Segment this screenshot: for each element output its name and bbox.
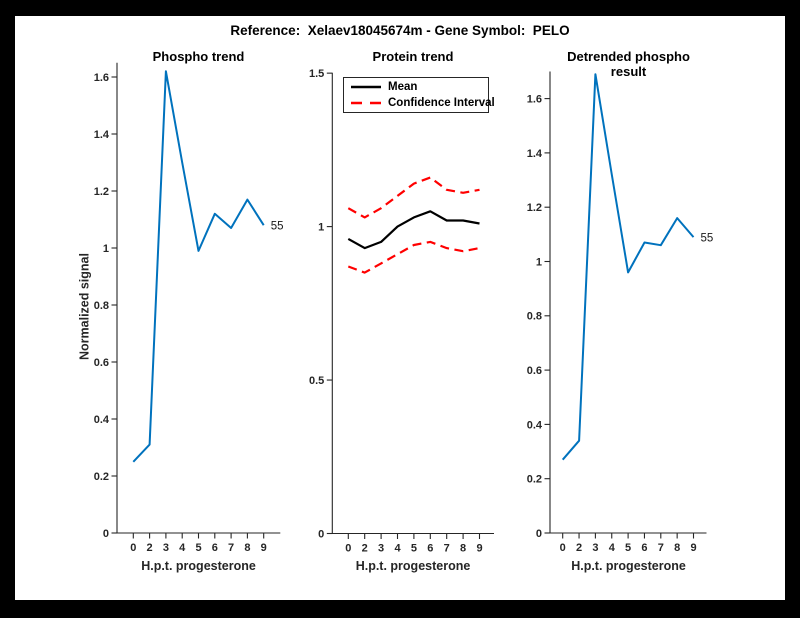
plots-layer: 00.20.40.60.811.21.41.60 2 3 4 5 6 7 8 95500.511… (94, 62, 714, 555)
y-tick-label: 0.5 (309, 375, 324, 387)
x-tick-label: 9 (476, 543, 482, 555)
x-tick-label: 2 (147, 542, 153, 554)
subplot2-title: Protein trend (372, 49, 454, 64)
y-tick-label: 0.4 (94, 414, 110, 426)
axis-lines (549, 71, 707, 534)
y-tick-label: 0.6 (94, 357, 109, 369)
x-tick-label: 7 (658, 542, 664, 554)
x-tick-label: 0 (560, 542, 566, 554)
y-tick-label: 1.2 (94, 186, 109, 198)
x-tick-label: 4 (179, 542, 186, 554)
subplot-3-axes: 00.20.40.60.811.21.41.60 2 3 4 5 6 7 8 955 (527, 71, 714, 554)
x-tick-label: 7 (444, 543, 450, 555)
x-tick-label: 0 (345, 543, 351, 555)
y-tick-label: 0.8 (94, 300, 109, 312)
y-tick-label: 1 (318, 222, 324, 234)
y-tick-label: 0 (318, 528, 324, 540)
y-tick-label: 0.2 (527, 474, 542, 486)
x-tick-label: 2 (362, 543, 368, 555)
axis-lines (116, 62, 281, 534)
y-tick-label: 1.2 (527, 202, 542, 214)
y-tick-label: 0.8 (527, 311, 542, 323)
y-tick-label: 1.6 (94, 72, 109, 84)
x-tick-label: 6 (427, 543, 433, 555)
x-tick-label: 4 (394, 543, 401, 555)
legend-line-sample-dashed (351, 101, 381, 105)
x-tick-label: 7 (228, 542, 234, 554)
x-tick-label: 3 (592, 542, 598, 554)
x-tick-label: 2 (576, 542, 582, 554)
subplot1-x-axis-label: H.p.t. progesterone (141, 559, 256, 573)
subplot1-title: Phospho trend (152, 49, 245, 64)
y-tick-label: 1.4 (94, 129, 110, 141)
x-tick-label: 9 (690, 542, 696, 554)
subplot-1-axes: 00.20.40.60.811.21.41.60 2 3 4 5 6 7 8 955 (94, 62, 284, 554)
legend-line-sample-solid (351, 85, 381, 89)
x-tick-label: 0 (130, 542, 136, 554)
x-tick-label: 9 (261, 542, 267, 554)
axis-lines (331, 72, 494, 535)
x-tick-label: 5 (625, 542, 631, 554)
x-tick-label: 6 (641, 542, 647, 554)
y-tick-label: 0 (536, 528, 542, 540)
y-tick-label: 0.2 (94, 471, 109, 483)
y-tick-label: 1.4 (527, 148, 543, 160)
series-line-confidence-interval-upper (347, 176, 480, 219)
end-value-label: 55 (701, 232, 714, 244)
subplot3-title: Detrended phospho result (567, 49, 690, 79)
legend: Mean Confidence Interval (343, 77, 495, 113)
legend-label-mean: Mean (388, 81, 418, 93)
x-tick-label: 8 (244, 542, 250, 554)
x-tick-label: 4 (609, 542, 616, 554)
figure-title: Reference: Xelaev18045674m - Gene Symbol… (230, 23, 570, 38)
y-tick-label: 1 (103, 243, 109, 255)
y-tick-label: 1 (536, 256, 542, 268)
subplot2-x-axis-label: H.p.t. progesterone (355, 559, 471, 573)
x-tick-label: 8 (674, 542, 680, 554)
x-tick-label: 5 (195, 542, 201, 554)
legend-row-mean: Mean (344, 79, 488, 95)
subplot-2-axes: 00.511.50 2 3 4 5 6 7 8 9 (309, 68, 494, 555)
legend-row-confidence-interval: Confidence Interval (344, 95, 495, 111)
series-line-phospho-signal (132, 70, 265, 463)
subplot3-x-axis-label: H.p.t. progesterone (571, 559, 686, 573)
x-tick-label: 3 (378, 543, 384, 555)
y-tick-label: 0.6 (527, 365, 542, 377)
x-tick-label: 3 (163, 542, 169, 554)
legend-label-confidence-interval: Confidence Interval (388, 97, 495, 109)
series-line-detrended-phospho-signal (561, 73, 695, 461)
end-value-label: 55 (271, 220, 284, 232)
figure-canvas: Reference: Xelaev18045674m - Gene Symbol… (15, 16, 785, 600)
series-line-mean (347, 210, 480, 250)
y-tick-label: 1.5 (309, 68, 324, 80)
x-tick-label: 5 (411, 543, 417, 555)
x-tick-label: 6 (212, 542, 218, 554)
x-tick-label: 8 (460, 543, 466, 555)
y-tick-label: 0.4 (527, 419, 543, 431)
y-tick-label: 0 (103, 528, 109, 540)
series-line-confidence-interval-lower (347, 240, 480, 274)
y-tick-label: 1.6 (527, 94, 542, 106)
